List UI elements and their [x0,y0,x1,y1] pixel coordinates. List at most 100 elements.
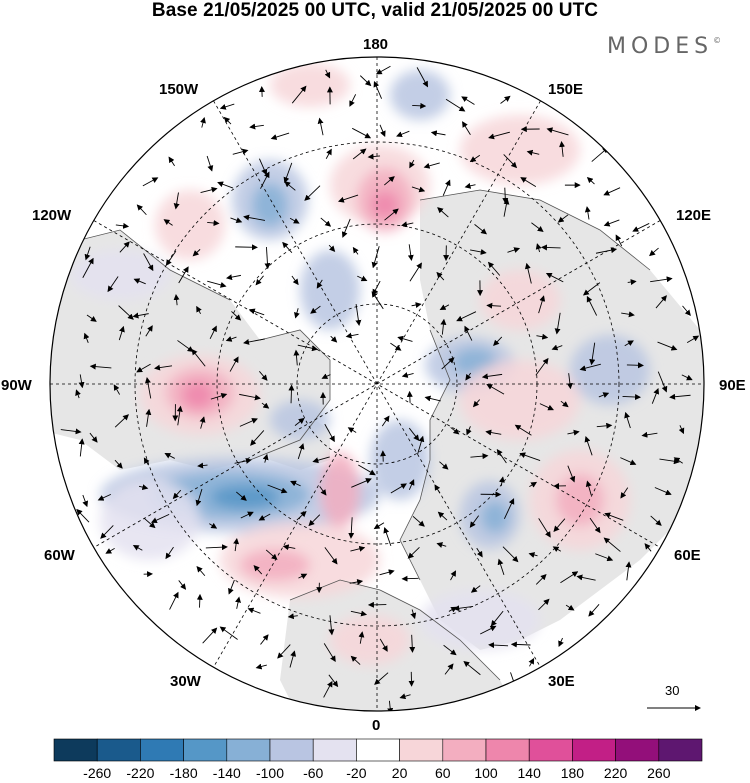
wind-vector [411,302,422,308]
wind-vector [526,149,540,156]
wind-vector [560,571,579,584]
wind-vector [595,553,614,562]
wind-vector [196,305,202,315]
wind-vector [324,547,338,565]
wind-vector [554,312,561,335]
wind-vector [411,186,426,193]
wind-vector [294,308,300,319]
wind-vector [355,303,362,327]
wind-vector [196,566,206,577]
wind-vector [107,276,119,293]
wind-vector [89,363,112,370]
wind-vector [520,177,537,187]
wind-vector [205,544,228,551]
wind-vector [585,480,592,496]
wind-vector [352,246,359,255]
map-title: Base 21/05/2025 00 UTC, valid 21/05/2025… [151,0,599,21]
wind-vector [437,207,449,218]
wind-vector [349,94,357,107]
wind-vector [317,117,324,136]
wind-vector [416,67,428,88]
wind-vector [316,279,323,289]
wind-vector [626,362,644,369]
wind-vector [401,221,414,228]
wind-vector [264,246,271,270]
wind-vector [288,384,295,404]
wind-vector [379,638,388,652]
colorbar-tick-label: 180 [560,765,585,781]
wind-vector [289,217,300,224]
wind-vector [195,488,203,507]
wind-vector [176,405,183,426]
lon-label-60w: 60W [44,547,75,564]
wind-vector [328,244,336,252]
wind-vector [144,377,152,399]
wind-vector [503,154,518,169]
wind-vector [681,374,693,381]
wind-vector [320,217,332,227]
wind-vector [324,69,331,79]
wind-vector [143,517,156,529]
wind-vector [649,247,659,257]
wind-vector [177,340,194,353]
wind-vector [657,371,668,393]
wind-vector [83,332,90,343]
wind-vector [552,546,562,553]
wind-vector [367,153,381,160]
wind-vector [644,543,652,552]
wind-vector [114,414,129,428]
modes-logo: MODES© [607,34,721,59]
wind-vector [407,244,414,262]
wind-vector [250,430,265,446]
wind-vector [463,660,481,676]
wind-vector [620,457,637,466]
lon-label-180: 180 [363,36,389,53]
wind-vector [86,314,97,322]
wind-vector [657,341,678,351]
brand-text: MODES [607,34,714,59]
wind-vector [304,185,321,201]
wind-vector [538,518,551,538]
wind-vector [267,484,288,494]
wind-vector [255,663,267,670]
wind-vector [328,615,335,636]
wind-vector [230,217,243,224]
wind-vector [82,494,89,508]
wind-vector [412,515,425,527]
wind-vector [191,348,206,367]
wind-vector [582,282,601,296]
wind-vector [358,464,376,476]
wind-vector [239,418,258,427]
wind-vector [387,700,394,711]
wind-vector [497,558,505,575]
wind-vector [586,176,595,185]
wind-vector [487,261,501,276]
wind-vector [164,453,175,459]
wind-vector [226,274,241,281]
wind-vector [625,561,632,581]
wind-vector [417,435,425,455]
wind-vector [165,546,174,560]
wind-vector [503,498,515,519]
wind-vector [598,392,610,398]
wind-vector [439,304,450,310]
wind-vector [328,674,339,688]
wind-vector [136,204,147,216]
wind-vector [348,517,355,539]
copyright-mark: © [713,36,722,45]
wind-vector [464,325,473,341]
colorbar-tick-label: -260 [83,765,112,781]
wind-vector [595,247,618,254]
lon-label-150w: 150W [159,81,199,98]
wind-vector [445,98,466,112]
wind-vector [197,462,208,469]
wind-vector [441,357,455,370]
wind-vector [75,389,81,399]
wind-vector [150,513,170,523]
wind-vector [234,458,252,464]
wind-vector [669,393,691,400]
wind-vector [632,223,650,232]
lon-label-90w: 90W [1,377,32,394]
wind-vector [291,85,307,104]
colorbar-tick-label: -20 [346,765,367,781]
